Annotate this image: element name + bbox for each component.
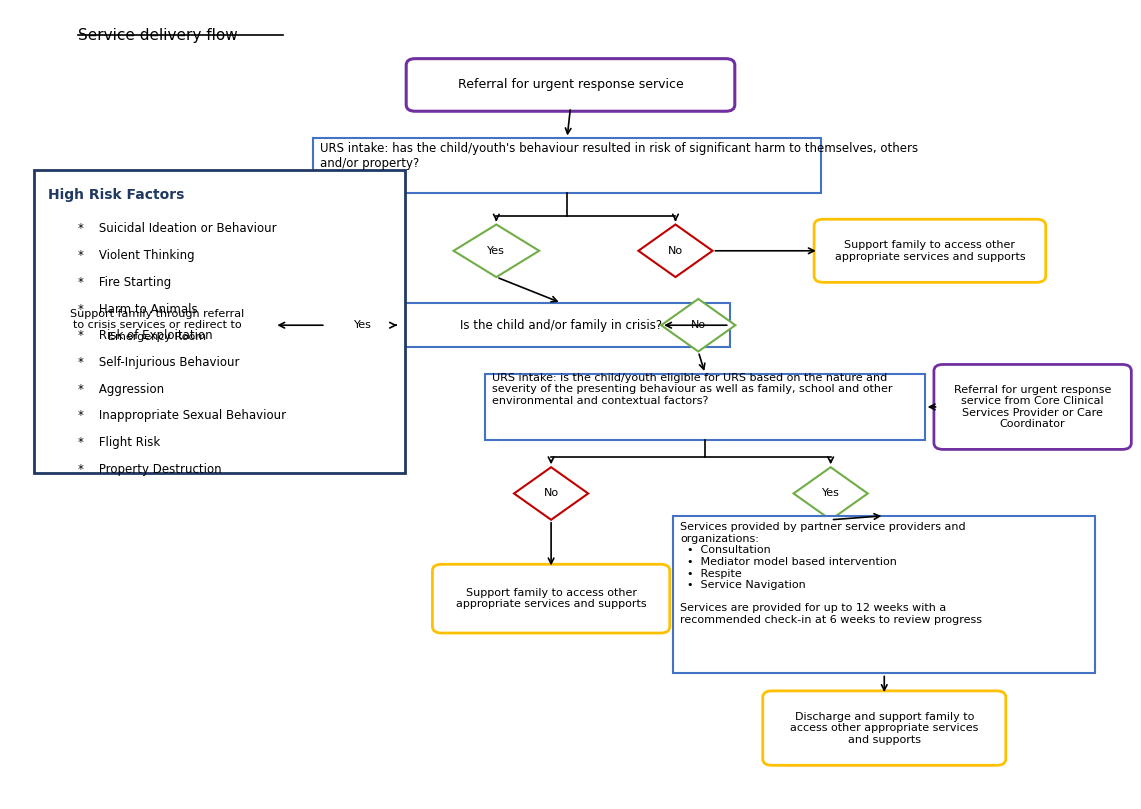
Polygon shape — [638, 225, 712, 277]
Text: No: No — [543, 489, 559, 498]
Text: Services provided by partner service providers and
organizations:
  •  Consultat: Services provided by partner service pro… — [680, 523, 982, 625]
Text: High Risk Factors: High Risk Factors — [48, 188, 185, 201]
FancyBboxPatch shape — [933, 364, 1131, 450]
FancyBboxPatch shape — [406, 59, 735, 112]
Text: Discharge and support family to
access other appropriate services
and supports: Discharge and support family to access o… — [790, 711, 979, 745]
Polygon shape — [513, 468, 588, 520]
Text: Referral for urgent response service: Referral for urgent response service — [458, 78, 683, 91]
Text: URS intake: is the child/youth eligible for URS based on the nature and
severity: URS intake: is the child/youth eligible … — [492, 372, 893, 406]
FancyBboxPatch shape — [762, 691, 1005, 765]
Text: No: No — [690, 320, 706, 330]
Polygon shape — [453, 225, 539, 277]
Text: *    Aggression: * Aggression — [78, 383, 163, 396]
FancyBboxPatch shape — [814, 219, 1045, 282]
Text: Referral for urgent response
service from Core Clinical
Services Provider or Car: Referral for urgent response service fro… — [954, 384, 1111, 430]
Text: *    Flight Risk: * Flight Risk — [78, 436, 160, 449]
Polygon shape — [793, 468, 867, 520]
Text: *    Harm to Animals: * Harm to Animals — [78, 303, 197, 316]
Text: Yes: Yes — [354, 320, 372, 330]
Text: *    Violent Thinking: * Violent Thinking — [78, 249, 194, 262]
Bar — [393, 303, 729, 348]
Polygon shape — [325, 299, 399, 351]
Text: No: No — [667, 246, 683, 256]
Bar — [313, 138, 820, 193]
Text: *    Risk of Exploitation: * Risk of Exploitation — [78, 329, 212, 342]
Text: Support family to access other
appropriate services and supports: Support family to access other appropria… — [834, 240, 1026, 261]
Text: Is the child and/or family in crisis?: Is the child and/or family in crisis? — [460, 319, 663, 332]
Text: *    Suicidal Ideation or Behaviour: * Suicidal Ideation or Behaviour — [78, 222, 276, 235]
Bar — [485, 374, 924, 440]
Text: Support family to access other
appropriate services and supports: Support family to access other appropria… — [455, 588, 647, 609]
Text: *    Self-Injurious Behaviour: * Self-Injurious Behaviour — [78, 356, 240, 369]
FancyBboxPatch shape — [432, 565, 670, 633]
FancyBboxPatch shape — [37, 289, 278, 362]
Bar — [34, 170, 405, 473]
Text: Yes: Yes — [487, 246, 505, 256]
Text: *    Property Destruction: * Property Destruction — [78, 463, 221, 476]
Text: *    Inappropriate Sexual Behaviour: * Inappropriate Sexual Behaviour — [78, 409, 285, 422]
Text: *    Fire Starting: * Fire Starting — [78, 276, 171, 289]
Text: Support family through referral
to crisis services or redirect to
Emergency Room: Support family through referral to crisi… — [71, 308, 244, 342]
Text: URS intake: has the child/youth's behaviour resulted in risk of significant harm: URS intake: has the child/youth's behavi… — [319, 142, 919, 170]
Text: Service delivery flow: Service delivery flow — [78, 28, 237, 44]
Text: Yes: Yes — [822, 489, 840, 498]
Bar — [673, 516, 1095, 673]
Polygon shape — [661, 299, 735, 351]
